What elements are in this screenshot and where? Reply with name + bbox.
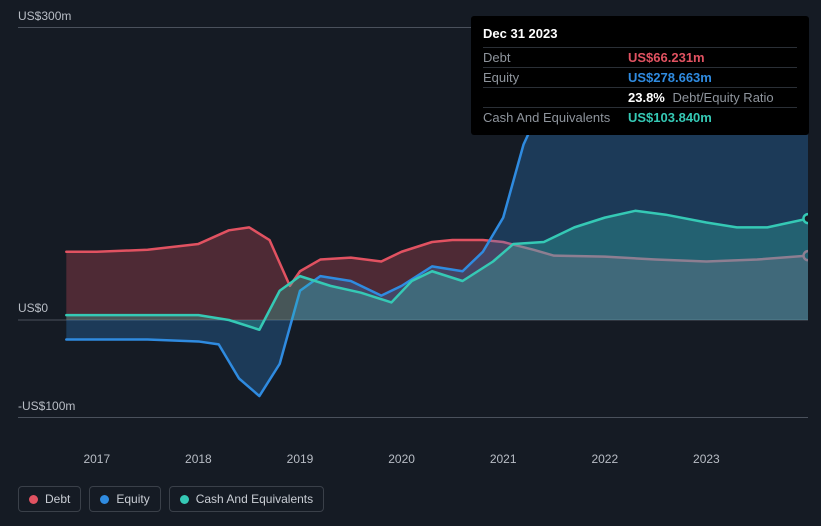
chart-legend: Debt Equity Cash And Equivalents: [18, 486, 324, 512]
legend-label: Cash And Equivalents: [196, 492, 313, 506]
chart-tooltip: Dec 31 2023 DebtUS$66.231mEquityUS$278.6…: [471, 16, 809, 135]
x-axis-label: 2022: [591, 452, 618, 466]
y-axis-label: -US$100m: [18, 399, 75, 413]
tooltip-value: US$66.231m: [628, 48, 797, 68]
y-axis-label: US$0: [18, 301, 48, 315]
x-axis-label: 2019: [287, 452, 314, 466]
tooltip-date: Dec 31 2023: [483, 26, 797, 41]
legend-item[interactable]: Debt: [18, 486, 81, 512]
y-axis-label: US$300m: [18, 9, 71, 23]
tooltip-suffix: Debt/Equity Ratio: [669, 90, 774, 105]
tooltip-key: [483, 88, 628, 108]
tooltip-row: 23.8% Debt/Equity Ratio: [483, 88, 797, 108]
x-axis-label: 2021: [490, 452, 517, 466]
legend-dot-icon: [100, 495, 109, 504]
tooltip-value: US$103.840m: [628, 108, 797, 128]
legend-dot-icon: [180, 495, 189, 504]
legend-label: Debt: [45, 492, 70, 506]
legend-label: Equity: [116, 492, 149, 506]
tooltip-key: Cash And Equivalents: [483, 108, 628, 128]
legend-item[interactable]: Cash And Equivalents: [169, 486, 324, 512]
x-axis-label: 2017: [83, 452, 110, 466]
x-axis-label: 2018: [185, 452, 212, 466]
tooltip-row: DebtUS$66.231m: [483, 48, 797, 68]
tooltip-value: US$278.663m: [628, 68, 797, 88]
tooltip-key: Debt: [483, 48, 628, 68]
tooltip-table: DebtUS$66.231mEquityUS$278.663m23.8% Deb…: [483, 47, 797, 127]
x-axis-label: 2023: [693, 452, 720, 466]
tooltip-key: Equity: [483, 68, 628, 88]
legend-item[interactable]: Equity: [89, 486, 160, 512]
legend-dot-icon: [29, 495, 38, 504]
x-axis-label: 2020: [388, 452, 415, 466]
tooltip-row: Cash And EquivalentsUS$103.840m: [483, 108, 797, 128]
tooltip-row: EquityUS$278.663m: [483, 68, 797, 88]
tooltip-value: 23.8% Debt/Equity Ratio: [628, 88, 797, 108]
